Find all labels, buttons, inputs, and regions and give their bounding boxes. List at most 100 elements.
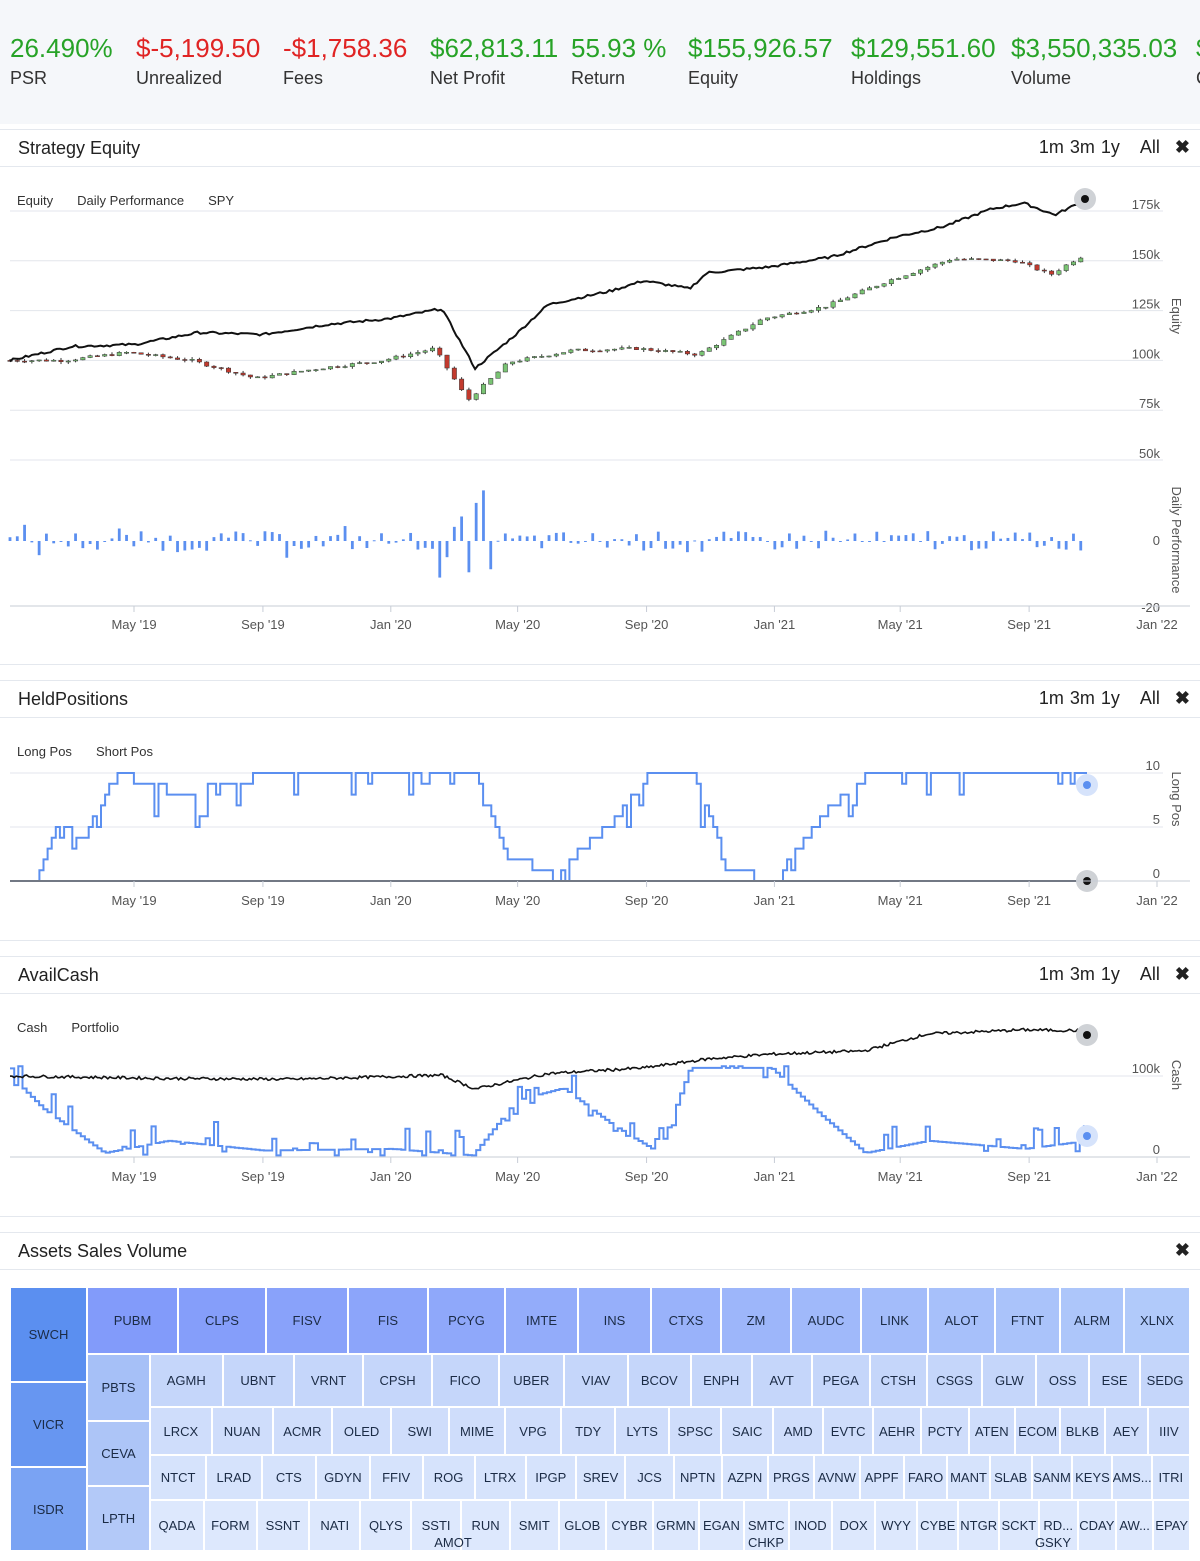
treemap-cell[interactable]: MIME bbox=[448, 1407, 506, 1455]
treemap-cell[interactable]: FTNT bbox=[995, 1287, 1060, 1354]
treemap-cell[interactable]: FISV bbox=[266, 1287, 348, 1354]
legend-long-pos[interactable]: Long Pos bbox=[17, 744, 72, 759]
treemap-cell[interactable]: FORM bbox=[203, 1500, 257, 1551]
treemap-cell[interactable]: QADA bbox=[150, 1500, 204, 1551]
treemap-cell[interactable]: AZPN bbox=[721, 1455, 769, 1500]
treemap-cell[interactable]: GSKY bbox=[1034, 1535, 1072, 1550]
treemap-cell[interactable]: CTS bbox=[261, 1455, 317, 1500]
treemap-cell[interactable]: NTCT bbox=[150, 1455, 207, 1500]
treemap-cell[interactable]: CYBR bbox=[606, 1500, 653, 1551]
close-icon[interactable]: ✖ bbox=[1174, 137, 1190, 157]
treemap-cell[interactable]: ZM bbox=[721, 1287, 791, 1354]
treemap-cell[interactable]: SSTI bbox=[411, 1500, 462, 1551]
treemap-cell[interactable]: LRCX bbox=[150, 1407, 212, 1455]
treemap-cell[interactable]: AW... bbox=[1115, 1500, 1154, 1551]
range-3m-button[interactable]: 3m bbox=[1069, 688, 1095, 708]
treemap-cell[interactable]: VPG bbox=[505, 1407, 561, 1455]
treemap-cell[interactable]: ROG bbox=[422, 1455, 475, 1500]
treemap-cell[interactable]: NUAN bbox=[211, 1407, 273, 1455]
treemap-cell[interactable]: PCTY bbox=[921, 1407, 969, 1455]
treemap-cell[interactable]: CYBE bbox=[917, 1500, 959, 1551]
treemap-cell[interactable]: SMTC bbox=[744, 1500, 789, 1551]
treemap-cell[interactable]: XLNX bbox=[1124, 1287, 1190, 1354]
range-1m-button[interactable]: 1m bbox=[1038, 964, 1064, 984]
treemap-cell[interactable]: SEDG bbox=[1140, 1354, 1190, 1407]
range-all-button[interactable]: All bbox=[1139, 964, 1160, 984]
treemap-cell[interactable]: ESE bbox=[1088, 1354, 1141, 1407]
treemap-cell[interactable]: GLOB bbox=[558, 1500, 607, 1551]
treemap-cell[interactable]: EVTC bbox=[823, 1407, 873, 1455]
treemap-cell[interactable]: AMS... bbox=[1112, 1455, 1152, 1500]
close-icon[interactable]: ✖ bbox=[1174, 964, 1190, 984]
treemap-cell[interactable]: SPSC bbox=[668, 1407, 722, 1455]
treemap-cell[interactable]: AEHR bbox=[872, 1407, 922, 1455]
range-3m-button[interactable]: 3m bbox=[1069, 964, 1095, 984]
range-1y-button[interactable]: 1y bbox=[1100, 964, 1120, 984]
treemap-cell[interactable]: SMIT bbox=[510, 1500, 559, 1551]
treemap-cell[interactable]: AMD bbox=[772, 1407, 824, 1455]
legend-short-pos[interactable]: Short Pos bbox=[95, 744, 154, 759]
treemap-cell[interactable]: BCOV bbox=[628, 1354, 691, 1407]
range-1m-button[interactable]: 1m bbox=[1038, 688, 1064, 708]
treemap-cell[interactable]: JCS bbox=[625, 1455, 674, 1500]
treemap-cell[interactable]: LTRX bbox=[474, 1455, 526, 1500]
treemap-cell[interactable]: SLAB bbox=[989, 1455, 1032, 1500]
treemap-cell[interactable]: SWCH bbox=[10, 1287, 87, 1382]
treemap-cell[interactable]: GRMN bbox=[652, 1500, 699, 1551]
treemap-cell[interactable]: LPTH bbox=[87, 1486, 150, 1551]
treemap-cell[interactable]: ISDR bbox=[10, 1467, 87, 1551]
treemap-cell[interactable]: AVT bbox=[751, 1354, 812, 1407]
treemap-cell[interactable]: ACMR bbox=[272, 1407, 333, 1455]
treemap-cell[interactable]: CPSH bbox=[363, 1354, 432, 1407]
treemap-cell[interactable]: UBNT bbox=[222, 1354, 294, 1407]
treemap-cell[interactable]: LRAD bbox=[206, 1455, 262, 1500]
treemap-cell[interactable]: SCKT bbox=[998, 1500, 1039, 1551]
treemap-cell[interactable]: NTGR bbox=[958, 1500, 999, 1551]
treemap-cell[interactable]: ALOT bbox=[928, 1287, 995, 1354]
legend-spy[interactable]: SPY bbox=[208, 193, 235, 208]
treemap-cell[interactable]: EPAY bbox=[1153, 1500, 1190, 1551]
close-icon[interactable]: ✖ bbox=[1174, 688, 1190, 708]
treemap-cell[interactable]: QLYS bbox=[360, 1500, 412, 1551]
treemap-cell[interactable]: FFIV bbox=[369, 1455, 423, 1500]
treemap-cell[interactable]: FIS bbox=[348, 1287, 428, 1354]
treemap-cell[interactable]: OSS bbox=[1036, 1354, 1089, 1407]
treemap-cell[interactable]: ENPH bbox=[690, 1354, 752, 1407]
treemap-cell[interactable]: PEGA bbox=[811, 1354, 870, 1407]
range-1y-button[interactable]: 1y bbox=[1100, 137, 1120, 157]
treemap-cell[interactable]: SREV bbox=[575, 1455, 626, 1500]
treemap-cell[interactable]: CEVA bbox=[87, 1421, 150, 1486]
treemap-cell[interactable]: SWI bbox=[390, 1407, 449, 1455]
treemap-cell[interactable]: VRNT bbox=[293, 1354, 364, 1407]
treemap-cell[interactable]: PCYG bbox=[428, 1287, 505, 1354]
treemap-cell[interactable]: BLKB bbox=[1060, 1407, 1105, 1455]
treemap-cell[interactable]: PRGS bbox=[768, 1455, 815, 1500]
treemap-cell[interactable]: EGAN bbox=[698, 1500, 745, 1551]
treemap-cell[interactable]: CTXS bbox=[651, 1287, 721, 1354]
treemap-cell[interactable]: CDAY bbox=[1077, 1500, 1116, 1551]
treemap-cell[interactable]: NATI bbox=[309, 1500, 361, 1551]
treemap-cell[interactable]: IMTE bbox=[505, 1287, 578, 1354]
treemap-cell[interactable]: FARO bbox=[903, 1455, 948, 1500]
range-1y-button[interactable]: 1y bbox=[1100, 688, 1120, 708]
legend-cash[interactable]: Cash bbox=[17, 1020, 48, 1035]
treemap-cell[interactable]: LINK bbox=[861, 1287, 928, 1354]
treemap-cell[interactable]: CSGS bbox=[926, 1354, 983, 1407]
treemap-cell[interactable]: MANT bbox=[947, 1455, 990, 1500]
treemap-cell[interactable]: INOD bbox=[788, 1500, 833, 1551]
treemap-cell[interactable]: AMOT bbox=[434, 1535, 472, 1550]
treemap-cell[interactable]: VICR bbox=[10, 1382, 87, 1467]
treemap-cell[interactable]: GLW bbox=[982, 1354, 1037, 1407]
close-icon[interactable]: ✖ bbox=[1174, 1240, 1190, 1260]
treemap-cell[interactable]: AGMH bbox=[150, 1354, 223, 1407]
treemap-cell[interactable]: ATEN bbox=[968, 1407, 1015, 1455]
treemap-cell[interactable]: CTSH bbox=[869, 1354, 927, 1407]
treemap-cell[interactable]: IIIV bbox=[1147, 1407, 1190, 1455]
treemap-cell[interactable]: ITRI bbox=[1151, 1455, 1190, 1500]
treemap-cell[interactable]: DOX bbox=[832, 1500, 876, 1551]
treemap-cell[interactable]: RUN bbox=[461, 1500, 511, 1551]
treemap-cell[interactable]: IPGP bbox=[525, 1455, 576, 1500]
treemap-cell[interactable]: SSNT bbox=[256, 1500, 310, 1551]
legend-portfolio[interactable]: Portfolio bbox=[71, 1020, 120, 1035]
legend-daily-performance[interactable]: Daily Performance bbox=[77, 193, 185, 208]
